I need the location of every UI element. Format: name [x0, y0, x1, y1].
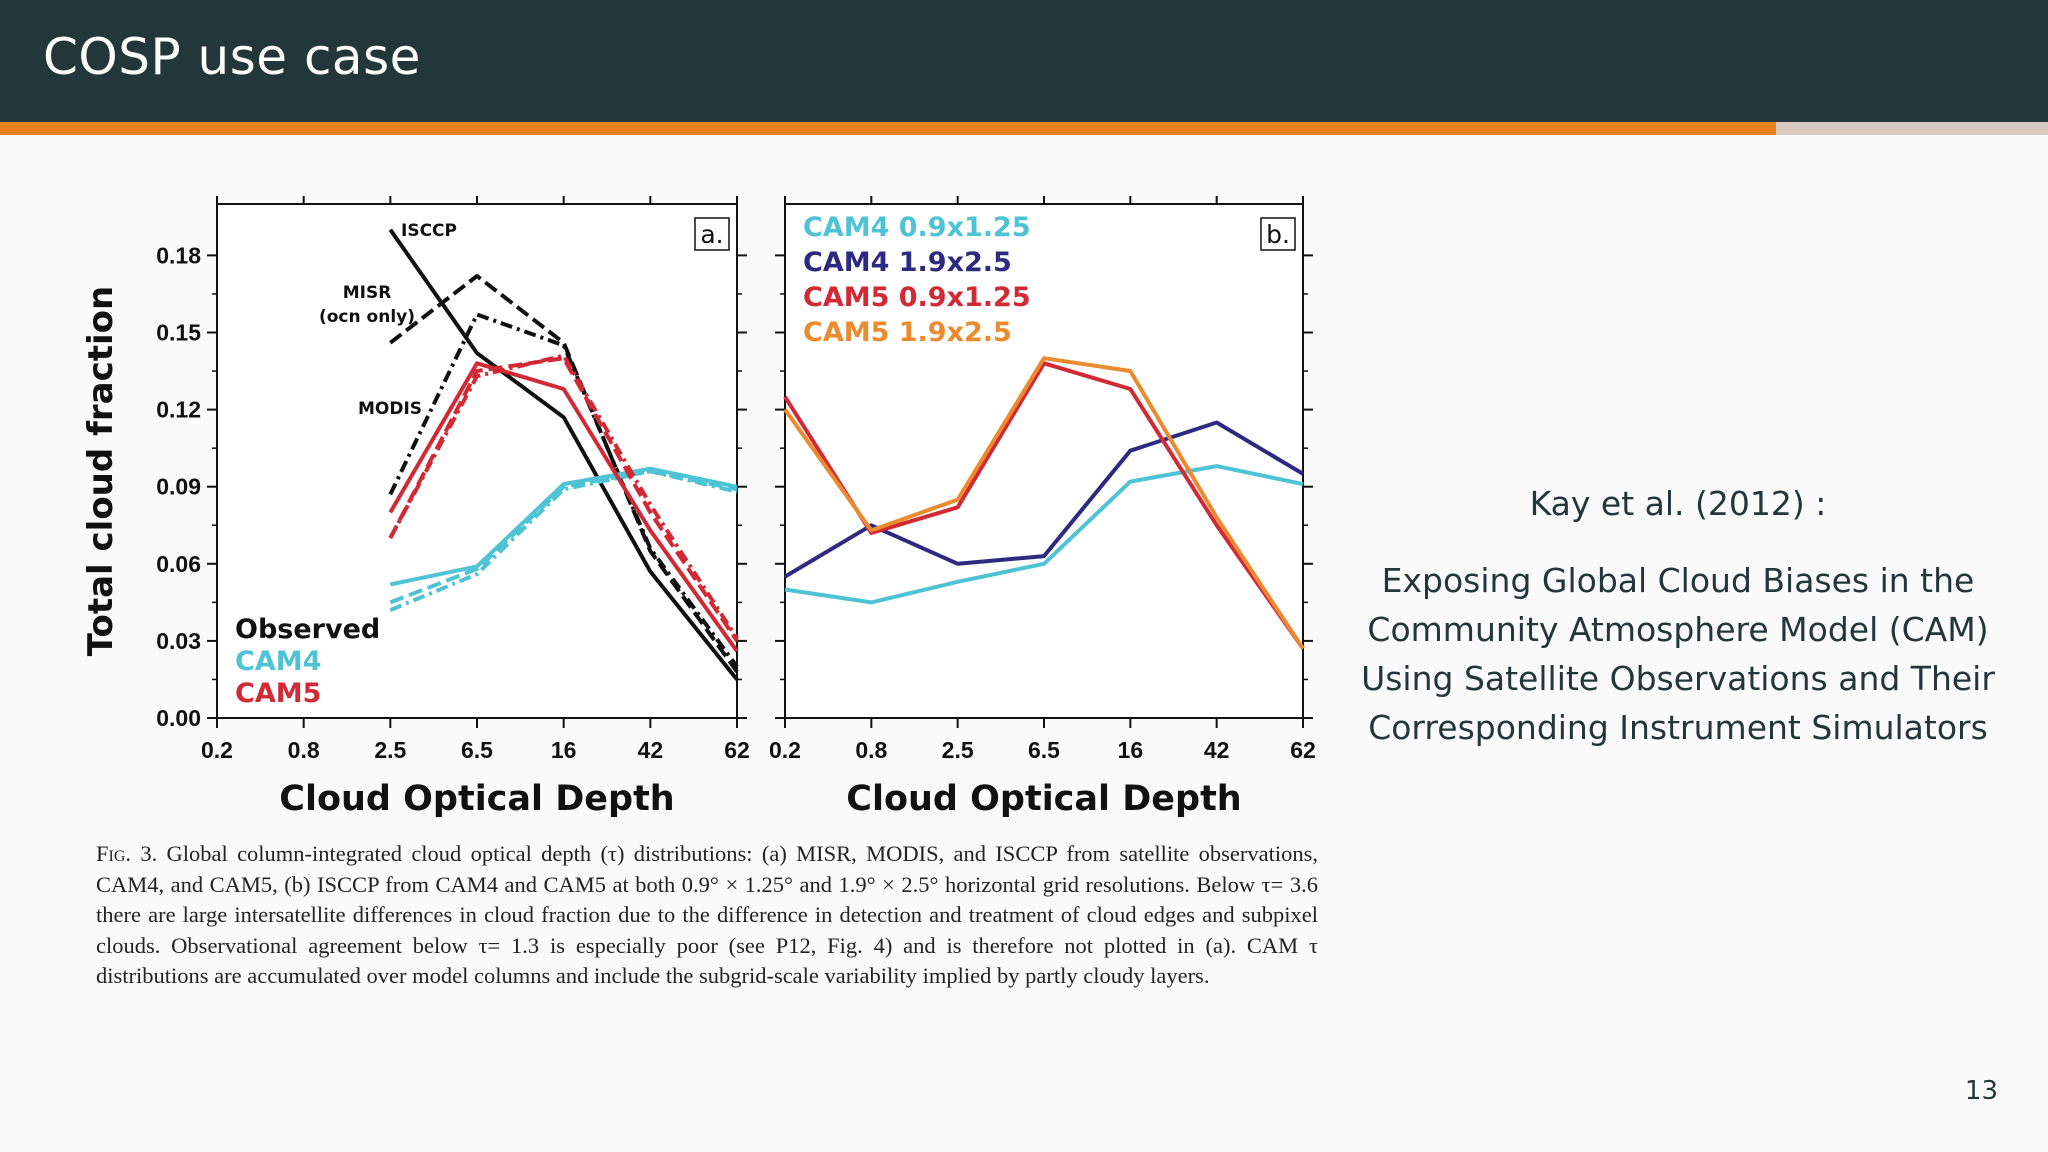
- slide-header: COSP use case: [0, 0, 2048, 122]
- x-tick-label: 6.5: [461, 737, 493, 763]
- panel-label-box: [694, 217, 730, 251]
- y-tick-label: 0.03: [156, 628, 201, 654]
- x-tick-label: 0.8: [855, 737, 887, 763]
- annotation-misr-ocn: (ocn only): [319, 307, 415, 327]
- series-line-cam5_lowres-solid: [783, 356, 1305, 650]
- x-tick-label: 6.5: [1028, 737, 1060, 763]
- caption-lead: Fig. 3.: [96, 841, 158, 866]
- x-tick-label: 42: [638, 737, 664, 763]
- series-line-cam4-solid: [784, 464, 1304, 605]
- slide-title: COSP use case: [43, 28, 421, 86]
- x-tick-label: 16: [1118, 737, 1144, 763]
- series-line-cam4-dashdot: [389, 469, 738, 612]
- y-tick-label: 0.18: [156, 242, 201, 268]
- legend-entry: CAM4 0.9x1.25: [803, 212, 1031, 243]
- legend-entry: CAM5 0.9x1.25: [803, 282, 1031, 313]
- y-tick-label: 0.06: [156, 551, 201, 577]
- legend-entry: Observed: [235, 614, 380, 645]
- series-line-observed-dashed: [389, 274, 739, 673]
- legend-entry: CAM4 1.9x2.5: [803, 247, 1012, 278]
- y-tick-label: 0.15: [156, 320, 201, 346]
- series-line-cam5-solid: [388, 361, 739, 653]
- x-axis-label: Cloud Optical Depth: [279, 779, 674, 819]
- paper-title-line: Exposing Global Cloud Biases in the: [1381, 561, 1975, 600]
- series-line-observed-dashdot: [388, 312, 739, 668]
- figure-caption: Fig. 3. Global column-integrated cloud o…: [96, 839, 1318, 992]
- panel-label: a.: [700, 220, 723, 249]
- x-tick-label: 42: [1204, 737, 1230, 763]
- y-axis-label: Total cloud fraction: [81, 286, 121, 656]
- paper-title-line: Community Atmosphere Model (CAM): [1367, 610, 1989, 649]
- series-line-cam4-solid: [389, 466, 738, 587]
- paper-title-line: Using Satellite Observations and Their: [1361, 659, 1995, 698]
- reference-title: Kay et al. (2012) :: [1529, 484, 1827, 523]
- annotation-misr: MISR: [343, 283, 392, 303]
- x-tick-label: 0.8: [288, 737, 320, 763]
- paper-title-line: Corresponding Instrument Simulators: [1368, 708, 1988, 747]
- y-tick-label: 0.00: [156, 705, 201, 731]
- caption-text: Global column-integrated cloud optical d…: [96, 841, 1319, 988]
- x-tick-label: 2.5: [942, 737, 974, 763]
- progress-bar: [0, 122, 2048, 135]
- series-line-observed-solid: [388, 228, 739, 681]
- panel-label-box: [1260, 217, 1296, 251]
- legend-entry: CAM5 1.9x2.5: [803, 317, 1012, 348]
- y-tick-label: 0.12: [156, 397, 201, 423]
- y-tick-label: 0.09: [156, 474, 201, 500]
- x-tick-label: 16: [551, 737, 577, 763]
- legend-entry: CAM5: [235, 678, 321, 709]
- plot-frame-a: [216, 203, 738, 719]
- annotation-isccp: ISCCP: [401, 221, 457, 241]
- plot-frame-b: [784, 203, 1304, 719]
- x-tick-label: 62: [1290, 737, 1316, 763]
- x-tick-label: 0.2: [201, 737, 233, 763]
- x-axis-label: Cloud Optical Depth: [846, 779, 1241, 819]
- legend-entry: CAM4: [235, 646, 321, 677]
- x-tick-label: 2.5: [374, 737, 406, 763]
- panel-label: b.: [1266, 220, 1290, 249]
- page-number: 13: [1964, 1076, 1998, 1106]
- reference-paper-title: Exposing Global Cloud Biases in the Comm…: [1340, 556, 2016, 752]
- annotation-modis: MODIS: [358, 399, 422, 419]
- progress-bar-fill: [0, 122, 1776, 135]
- x-tick-label: 62: [724, 737, 750, 763]
- x-tick-label: 0.2: [769, 737, 801, 763]
- series-line-cam4_lowres-solid: [783, 420, 1305, 579]
- series-line-cam5-solid: [783, 361, 1305, 650]
- cloud-optical-depth-figure: 0.2 0.8 2.5 6.5 16 42 62 0.00 0.03 0.06 0.09 0.12 0.…: [81, 196, 1316, 819]
